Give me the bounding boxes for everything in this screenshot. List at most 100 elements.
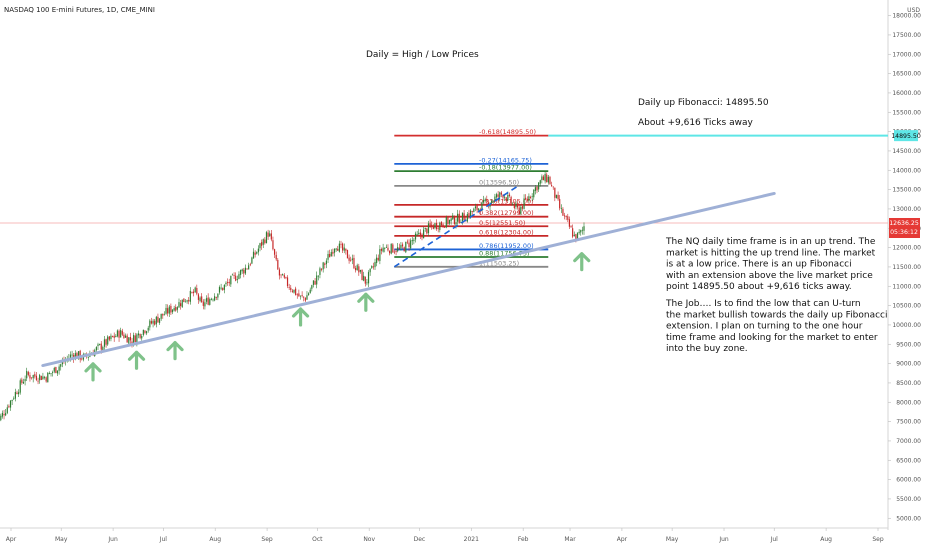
candle-body	[536, 186, 538, 191]
candle-body	[504, 196, 506, 198]
candle-body	[129, 336, 131, 341]
candle-body	[304, 297, 306, 301]
candle-body	[350, 259, 352, 261]
candle-body	[144, 330, 146, 333]
candle-body	[388, 250, 391, 254]
candle-body	[463, 213, 465, 221]
candle-body	[162, 313, 164, 316]
candle-body	[494, 196, 496, 201]
candle-body	[235, 275, 237, 281]
candle-body	[252, 251, 255, 259]
candle-body	[30, 377, 33, 379]
candle-body	[395, 250, 397, 253]
candle-body	[455, 222, 457, 225]
candle-body	[238, 274, 240, 279]
x-tick-label: Dec	[414, 536, 426, 543]
candle-body	[183, 298, 185, 303]
up-arrow-icon	[291, 307, 310, 327]
candle-body	[8, 406, 10, 408]
fibonacci-levels[interactable]: -0.618(14895.50) -0.27(14165.75)-0.18(139…	[394, 128, 549, 268]
candle-body	[171, 309, 174, 313]
candle-body	[209, 299, 211, 305]
candle-body	[387, 247, 389, 251]
candle-body	[358, 266, 360, 273]
candle-body	[405, 241, 407, 253]
candle-body	[207, 297, 209, 305]
candle-body	[50, 373, 52, 374]
candle-body	[210, 298, 212, 300]
candle-body	[204, 302, 206, 307]
candle-body	[437, 228, 439, 230]
candle-body	[107, 336, 109, 345]
candle-body	[126, 335, 128, 343]
candle-body	[439, 222, 441, 230]
x-tick-label: Sep	[872, 536, 884, 543]
uptrend-line[interactable]	[41, 191, 776, 368]
candle-body	[110, 335, 112, 340]
candle-body	[277, 259, 279, 270]
candle-body	[121, 330, 123, 335]
y-axis[interactable]: 5000.00 5500.00 6000.00 6500.00 7000.00 7500.…	[888, 13, 921, 523]
candle-body	[14, 391, 16, 399]
candle-body	[303, 296, 305, 298]
candle-body	[37, 380, 39, 382]
candle-body	[414, 233, 417, 240]
candle-body	[239, 270, 242, 275]
candle-body	[424, 227, 426, 230]
paragraph-line: extension. I plan on turning to the one …	[666, 322, 863, 332]
candle-body	[379, 249, 381, 261]
candle-body	[560, 208, 562, 209]
x-axis[interactable]: Apr May Jun Jul Aug Sep Oct Nov Dec 2021 Feb Mar Apr…	[6, 528, 884, 543]
candle-body	[99, 344, 101, 345]
candle-body	[0, 415, 2, 421]
candle-body	[131, 341, 133, 344]
candle-body	[124, 335, 127, 338]
x-tick-label: Mar	[564, 536, 576, 543]
candle-body	[243, 269, 245, 274]
symbol-title: NASDAQ 100 E-mini Futures, 1D, CME_MINI	[4, 6, 155, 14]
candle-body	[518, 207, 520, 214]
candle-body	[280, 274, 282, 276]
candle-body	[314, 280, 316, 285]
candle-body	[42, 376, 44, 380]
candle-body	[398, 247, 400, 249]
candle-body	[382, 247, 384, 252]
candle-body	[320, 268, 323, 270]
candle-body	[491, 200, 493, 203]
candle-body	[359, 270, 362, 272]
candle-body	[264, 239, 266, 244]
candle-body	[188, 300, 190, 302]
y-tick-label: 12000.00	[892, 245, 921, 252]
candle-body	[18, 392, 20, 395]
candle-body	[189, 290, 191, 302]
candle-body	[364, 276, 366, 284]
up-arrow-shape	[573, 252, 591, 272]
candle-body	[568, 219, 571, 227]
candle-body	[212, 299, 214, 301]
candle-body	[220, 287, 222, 289]
x-tick-label: Nov	[363, 536, 375, 543]
candle-body	[19, 380, 21, 393]
candle-body	[165, 307, 167, 314]
y-tick-label: 9000.00	[896, 361, 921, 368]
candle-body	[192, 291, 195, 294]
candle-body	[191, 292, 193, 293]
x-tick-label: Aug	[209, 536, 221, 543]
candle-body	[453, 216, 455, 225]
candle-body	[180, 303, 182, 306]
candle-body	[418, 232, 420, 235]
candle-body	[576, 232, 579, 240]
candle-body	[392, 244, 394, 253]
trendline-path[interactable]	[41, 191, 776, 368]
candle-body	[423, 229, 425, 239]
candle-body	[9, 400, 12, 408]
candle-body	[141, 335, 143, 339]
candle-body	[371, 265, 373, 268]
candle-body	[39, 374, 41, 381]
candle-body	[167, 308, 169, 314]
y-tick-label: 11500.00	[892, 264, 921, 271]
candle-body	[416, 234, 418, 235]
x-tick-label: Oct	[312, 536, 323, 543]
candle-body	[559, 199, 561, 209]
